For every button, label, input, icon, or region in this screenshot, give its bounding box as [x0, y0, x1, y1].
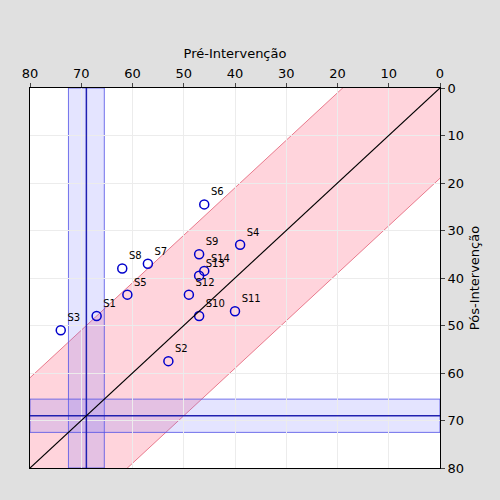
svg-text:S8: S8 — [129, 250, 142, 261]
svg-text:S4: S4 — [247, 227, 260, 238]
svg-text:70: 70 — [73, 66, 90, 81]
svg-text:S3: S3 — [67, 312, 80, 323]
svg-text:0: 0 — [448, 81, 456, 96]
svg-text:S7: S7 — [155, 246, 168, 257]
svg-text:S6: S6 — [211, 186, 224, 197]
svg-text:S11: S11 — [242, 293, 261, 304]
svg-text:40: 40 — [227, 66, 244, 81]
svg-text:50: 50 — [175, 66, 192, 81]
svg-text:20: 20 — [448, 176, 465, 191]
svg-text:60: 60 — [448, 366, 465, 381]
svg-text:80: 80 — [22, 66, 39, 81]
svg-text:20: 20 — [329, 66, 346, 81]
svg-text:80: 80 — [448, 461, 465, 476]
svg-text:10: 10 — [380, 66, 397, 81]
svg-text:S1: S1 — [103, 298, 116, 309]
svg-text:30: 30 — [278, 66, 295, 81]
svg-text:S13: S13 — [206, 258, 225, 269]
svg-text:0: 0 — [436, 66, 444, 81]
svg-text:40: 40 — [448, 271, 465, 286]
svg-text:30: 30 — [448, 223, 465, 238]
svg-text:50: 50 — [448, 318, 465, 333]
svg-text:S5: S5 — [134, 277, 147, 288]
svg-text:S2: S2 — [175, 343, 188, 354]
svg-text:60: 60 — [124, 66, 141, 81]
svg-text:S9: S9 — [206, 236, 219, 247]
svg-text:10: 10 — [448, 128, 465, 143]
svg-text:S10: S10 — [206, 298, 225, 309]
svg-text:Pré-Intervenção: Pré-Intervenção — [184, 46, 287, 61]
svg-text:70: 70 — [448, 413, 465, 428]
svg-text:S12: S12 — [196, 277, 215, 288]
svg-text:S14: S14 — [211, 253, 230, 264]
svg-text:Pós-Intervenção: Pós-Intervenção — [467, 226, 482, 330]
